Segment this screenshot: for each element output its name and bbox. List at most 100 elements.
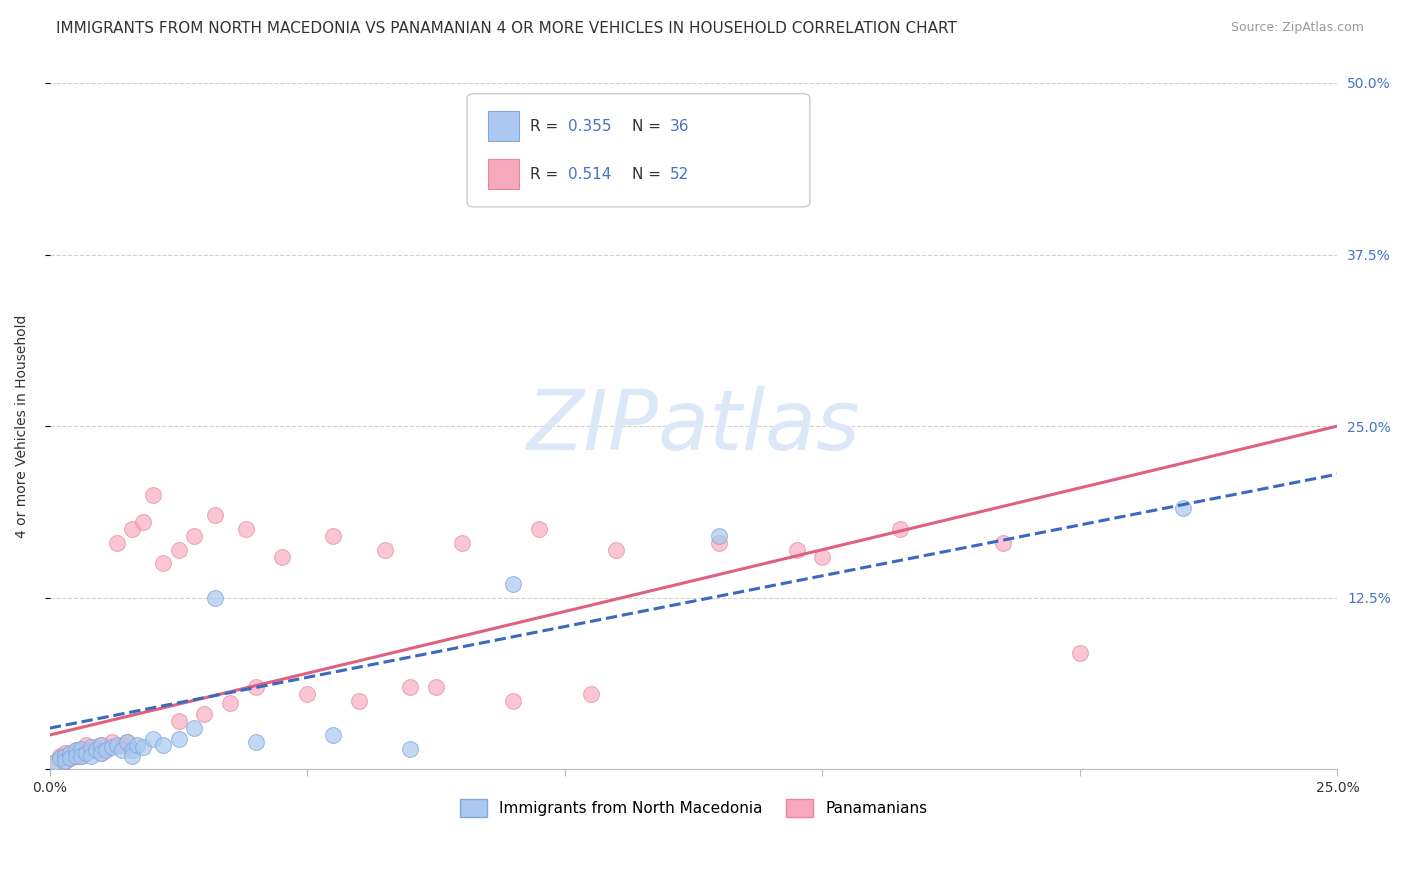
Point	[347, 694, 370, 708]
Point	[100, 735, 122, 749]
Text: 0.355: 0.355	[568, 119, 612, 134]
Point	[65, 748, 87, 763]
Point	[105, 536, 128, 550]
Point	[183, 721, 205, 735]
Point	[75, 746, 97, 760]
Point	[96, 743, 118, 757]
Point	[90, 738, 112, 752]
Point	[270, 549, 292, 564]
Point	[245, 735, 267, 749]
Point	[1171, 501, 1194, 516]
Text: IMMIGRANTS FROM NORTH MACEDONIA VS PANAMANIAN 4 OR MORE VEHICLES IN HOUSEHOLD CO: IMMIGRANTS FROM NORTH MACEDONIA VS PANAM…	[56, 21, 957, 36]
Point	[374, 542, 396, 557]
Point	[84, 743, 107, 757]
Point	[579, 687, 602, 701]
Point	[49, 751, 72, 765]
Point	[127, 738, 149, 752]
Point	[142, 488, 165, 502]
Point	[167, 542, 190, 557]
Point	[80, 748, 103, 763]
Legend: Immigrants from North Macedonia, Panamanians: Immigrants from North Macedonia, Panaman…	[454, 793, 934, 823]
Point	[152, 738, 174, 752]
Text: N =: N =	[631, 167, 665, 182]
Point	[65, 743, 87, 757]
Point	[80, 743, 103, 757]
Point	[889, 522, 911, 536]
Point	[167, 714, 190, 729]
Point	[49, 751, 72, 765]
Point	[167, 732, 190, 747]
Point	[152, 557, 174, 571]
Point	[96, 741, 118, 756]
Point	[59, 751, 82, 765]
Point	[59, 746, 82, 760]
Point	[811, 549, 834, 564]
Point	[121, 522, 143, 536]
Point	[69, 741, 91, 756]
Point	[65, 748, 87, 763]
Text: ZIPatlas: ZIPatlas	[527, 385, 860, 467]
Point	[53, 746, 76, 760]
Text: R =: R =	[530, 119, 564, 134]
Point	[322, 728, 344, 742]
Point	[502, 577, 524, 591]
Text: 0.514: 0.514	[568, 167, 612, 182]
Point	[90, 738, 112, 752]
Text: N =: N =	[631, 119, 665, 134]
Point	[709, 536, 731, 550]
Point	[219, 697, 242, 711]
Point	[121, 748, 143, 763]
Point	[1069, 646, 1091, 660]
Point	[111, 738, 134, 752]
Point	[297, 687, 319, 701]
Point	[44, 756, 66, 770]
Point	[121, 743, 143, 757]
Point	[84, 740, 107, 755]
Point	[59, 746, 82, 760]
Point	[425, 680, 447, 694]
Y-axis label: 4 or more Vehicles in Household: 4 or more Vehicles in Household	[15, 315, 30, 538]
Point	[450, 536, 472, 550]
Point	[69, 741, 91, 756]
Point	[235, 522, 257, 536]
Point	[204, 591, 226, 605]
Point	[142, 732, 165, 747]
Point	[105, 738, 128, 752]
Point	[75, 738, 97, 752]
Point	[100, 740, 122, 755]
Text: 36: 36	[669, 119, 689, 134]
Point	[204, 508, 226, 523]
Point	[75, 746, 97, 760]
Point	[991, 536, 1014, 550]
Point	[399, 741, 422, 756]
Point	[90, 746, 112, 760]
Point	[53, 754, 76, 768]
Text: R =: R =	[530, 167, 564, 182]
Point	[65, 743, 87, 757]
Point	[69, 748, 91, 763]
Text: 52: 52	[669, 167, 689, 182]
Point	[44, 756, 66, 770]
Text: Source: ZipAtlas.com: Source: ZipAtlas.com	[1230, 21, 1364, 34]
Point	[69, 748, 91, 763]
Point	[786, 542, 808, 557]
Point	[183, 529, 205, 543]
Point	[245, 680, 267, 694]
Point	[709, 529, 731, 543]
Point	[115, 735, 138, 749]
Point	[80, 740, 103, 755]
Point	[111, 743, 134, 757]
Point	[131, 515, 153, 529]
Point	[90, 746, 112, 760]
Point	[49, 748, 72, 763]
Point	[605, 542, 627, 557]
Point	[193, 707, 215, 722]
Point	[53, 748, 76, 763]
Point	[322, 529, 344, 543]
Point	[59, 751, 82, 765]
Point	[115, 735, 138, 749]
Point	[527, 186, 550, 200]
Point	[53, 754, 76, 768]
Point	[502, 694, 524, 708]
Point	[527, 522, 550, 536]
